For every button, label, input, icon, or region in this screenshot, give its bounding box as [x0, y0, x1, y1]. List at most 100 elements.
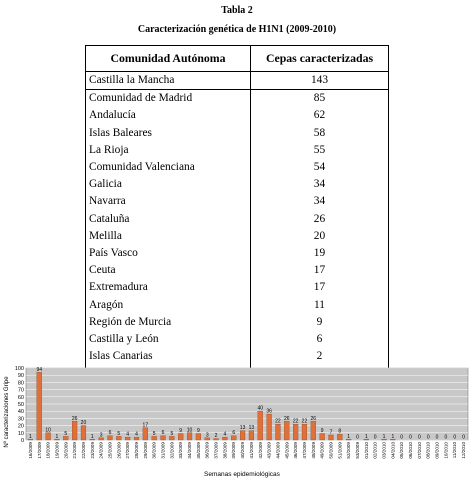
bar-value-label: 0	[356, 435, 359, 441]
bar	[63, 436, 69, 441]
x-tick-label: 23/2009	[90, 442, 95, 459]
x-tick-label: 50/2009	[328, 442, 333, 459]
x-tick-label: 39/2009	[231, 442, 236, 459]
x-tick-label: 52/2009	[346, 442, 351, 459]
strain-count: 143	[250, 71, 389, 91]
bar-value-label: 1	[91, 434, 94, 440]
x-tick-label: 08/2010	[426, 442, 431, 459]
strain-count: 17	[250, 279, 389, 297]
community-name: Islas Canarias	[89, 350, 153, 363]
strain-count: 26	[250, 210, 389, 228]
bar	[45, 432, 51, 441]
y-tick-label: 0	[21, 438, 24, 444]
bar	[160, 435, 166, 441]
strain-count: 2	[250, 348, 389, 366]
bar-value-label: 5	[64, 431, 67, 437]
table-row: Islas Baleares 58	[86, 124, 389, 142]
bar	[275, 424, 281, 441]
strain-count: 34	[250, 193, 389, 211]
community-name: Aragón	[89, 298, 124, 311]
community-name: Comunidad Valenciana	[89, 161, 195, 174]
community-name: Ceuta	[89, 264, 116, 277]
bar	[266, 413, 272, 441]
bar-value-label: 0	[462, 435, 465, 441]
x-tick-label: 53/2009	[355, 442, 360, 459]
bar-value-label: 0	[374, 435, 377, 441]
bar-value-label: 0	[418, 435, 421, 441]
bar-value-label: 40	[257, 406, 263, 412]
bar-value-label: 1	[391, 434, 394, 440]
bar-value-label: 7	[330, 429, 333, 435]
x-tick-label: 22/2009	[81, 442, 86, 459]
community-name: Comunidad de Madrid	[89, 92, 193, 105]
strain-count: 17	[250, 262, 389, 280]
bar	[125, 436, 131, 441]
x-tick-label: 04/2010	[390, 442, 395, 459]
bar	[222, 436, 228, 441]
bar-value-label: 0	[400, 435, 403, 441]
x-tick-label: 11/2010	[452, 442, 457, 459]
bar-value-label: 5	[153, 431, 156, 437]
bar	[186, 432, 193, 441]
genetic-characterization-table: Comunidad Autónoma Cepas caracterizadas …	[85, 45, 389, 384]
x-tick-label: 32/2009	[169, 442, 174, 459]
bar-value-label: 26	[311, 416, 317, 422]
y-tick-label: 100	[15, 366, 24, 372]
table-row: Castilla y León 6	[86, 330, 389, 348]
bar-value-label: 10	[45, 427, 51, 433]
bar-value-label: 94	[36, 367, 42, 373]
community-name: Extremadura	[89, 281, 148, 294]
table-row: Galicia 34	[86, 176, 389, 194]
x-tick-label: 29/2009	[143, 442, 148, 459]
x-tick-label: 18/2009	[46, 442, 51, 459]
y-axis-label: Nº caracterizaciones Gripe	[3, 376, 10, 448]
x-tick-label: 21/2009	[72, 442, 77, 459]
x-tick-label: 26/2009	[116, 442, 121, 459]
table-row: Islas Canarias 2	[86, 348, 389, 366]
table-row: País Vasco 19	[86, 244, 389, 263]
x-tick-label: 38/2009	[222, 442, 227, 459]
bar-value-label: 22	[293, 419, 299, 425]
bar	[169, 436, 175, 441]
table-row: Cataluña 26	[86, 210, 389, 228]
y-tick-label: 70	[18, 388, 24, 394]
table-label: Tabla 2	[221, 5, 253, 16]
bar	[133, 436, 140, 441]
community-name: Castilla la Mancha	[85, 71, 251, 91]
bar-value-label: 3	[206, 432, 209, 438]
x-tick-label: 17/2009	[37, 442, 42, 459]
x-tick-label: 47/2009	[302, 442, 307, 459]
bar-value-label: 5	[170, 431, 173, 437]
x-tick-label: 33/2009	[178, 442, 183, 459]
y-tick-label: 80	[18, 380, 24, 386]
x-tick-label: 41/2009	[249, 442, 254, 459]
bar	[301, 424, 308, 441]
x-tick-label: 45/2009	[284, 442, 289, 459]
community-name: Melilla	[89, 229, 122, 242]
bar	[151, 436, 157, 441]
x-tick-label: 20/2009	[63, 442, 68, 459]
x-tick-label: 35/2009	[196, 442, 201, 459]
community-name: Navarra	[89, 195, 126, 208]
community-name: Cataluña	[89, 212, 130, 225]
bar-value-label: 0	[436, 435, 439, 441]
y-tick-label: 90	[18, 373, 24, 379]
bar	[36, 372, 42, 441]
table-row: Castilla la Mancha 143	[85, 71, 389, 91]
table-row: Andalucía 62	[86, 107, 389, 125]
x-tick-label: 10/2010	[443, 442, 448, 459]
bar	[27, 439, 34, 441]
x-tick-label: 51/2009	[337, 442, 342, 459]
x-tick-label: 16/2009	[28, 442, 33, 459]
bar	[204, 437, 210, 441]
bar-value-label: 8	[338, 429, 341, 435]
bar-value-label: 1	[56, 434, 59, 440]
bar-value-label: 3	[100, 432, 103, 438]
bar	[72, 421, 78, 441]
bar-value-label: 4	[126, 432, 129, 438]
table-row: Melilla 20	[86, 227, 389, 245]
bar-value-label: 0	[409, 435, 412, 441]
x-tick-label: 12/2010	[461, 442, 466, 459]
y-tick-label: 30	[18, 416, 24, 422]
